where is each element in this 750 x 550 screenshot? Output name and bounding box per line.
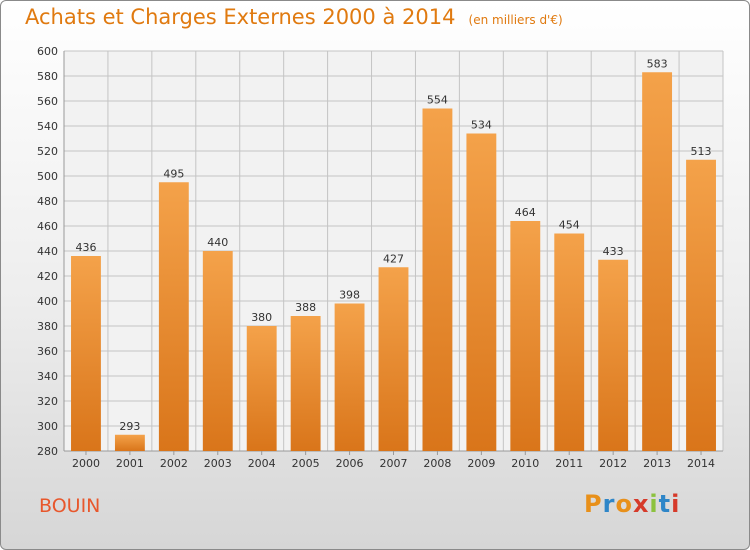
- bar-2002: [158, 182, 189, 451]
- bar-2014: [686, 159, 716, 451]
- y-tick-label: 300: [37, 420, 58, 433]
- y-tick-label: 520: [37, 145, 58, 158]
- data-label-2014: 513: [691, 145, 712, 158]
- x-tick-label: 2013: [643, 457, 671, 470]
- y-tick-label: 580: [37, 70, 58, 83]
- y-tick-label: 400: [37, 295, 58, 308]
- chart-title: Achats et Charges Externes 2000 à 2014: [25, 5, 456, 29]
- data-label-2008: 554: [427, 94, 448, 107]
- bar-2011: [554, 233, 585, 451]
- bar-2006: [334, 303, 365, 451]
- bar-2000: [71, 256, 101, 451]
- x-tick-label: 2003: [204, 457, 232, 470]
- x-tick-label: 2007: [380, 457, 408, 470]
- logo-letter: i: [649, 490, 659, 518]
- data-label-2012: 433: [603, 245, 624, 258]
- x-tick-label: 2005: [292, 457, 320, 470]
- data-label-2003: 440: [207, 236, 228, 249]
- logo-letter: i: [671, 490, 681, 518]
- y-tick-label: 560: [37, 95, 58, 108]
- data-label-2002: 495: [163, 167, 184, 180]
- data-label-2005: 388: [295, 301, 316, 314]
- chart-subtitle: (en milliers d'€): [468, 13, 563, 27]
- x-tick-label: 2006: [336, 457, 364, 470]
- x-tick-label: 2011: [555, 457, 583, 470]
- x-tick-label: 2004: [248, 457, 276, 470]
- data-label-2009: 534: [471, 119, 492, 132]
- x-tick-label: 2012: [599, 457, 627, 470]
- commune-name: BOUIN: [39, 495, 101, 517]
- bar-layer: [71, 72, 716, 451]
- data-label-2000: 436: [75, 241, 96, 254]
- title-row: Achats et Charges Externes 2000 à 2014 (…: [25, 5, 563, 29]
- logo-letter: o: [615, 490, 633, 518]
- y-tick-label: 460: [37, 220, 58, 233]
- bar-2009: [466, 133, 497, 451]
- proxiti-logo: Proxiti: [584, 490, 680, 518]
- logo-letter: P: [584, 490, 603, 518]
- bar-2008: [422, 108, 453, 451]
- data-label-2004: 380: [251, 311, 272, 324]
- bar-2010: [510, 221, 541, 451]
- x-tick-label: 2014: [687, 457, 715, 470]
- x-tick-label: 2009: [467, 457, 495, 470]
- bar-2012: [598, 259, 629, 451]
- data-label-2006: 398: [339, 289, 360, 302]
- x-tick-label: 2000: [72, 457, 100, 470]
- y-tick-label: 320: [37, 395, 58, 408]
- y-tick-label: 600: [37, 45, 58, 58]
- y-tick-label: 440: [37, 245, 58, 258]
- y-tick-label: 380: [37, 320, 58, 333]
- x-tick-label: 2002: [160, 457, 188, 470]
- y-tick-label: 360: [37, 345, 58, 358]
- bar-2003: [202, 251, 233, 451]
- y-tick-label: 280: [37, 445, 58, 458]
- data-label-2010: 464: [515, 206, 536, 219]
- bar-2005: [290, 316, 321, 451]
- bar-2013: [642, 72, 673, 451]
- data-label-2013: 583: [647, 57, 668, 70]
- bar-2001: [114, 434, 145, 451]
- logo-letter: t: [658, 490, 672, 518]
- y-tick-label: 420: [37, 270, 58, 283]
- y-tick-label: 500: [37, 170, 58, 183]
- label-layer: 280 300 320 340 360 380 400 420 440 460 480 500 520 5…: [37, 45, 715, 470]
- y-tick-label: 480: [37, 195, 58, 208]
- bar-2007: [378, 267, 409, 451]
- data-label-2007: 427: [383, 252, 404, 265]
- x-tick-label: 2008: [423, 457, 451, 470]
- logo-letter: x: [632, 490, 650, 518]
- bar-2004: [246, 326, 277, 451]
- x-tick-label: 2001: [116, 457, 144, 470]
- data-label-2011: 454: [559, 219, 580, 232]
- data-label-2001: 293: [119, 420, 140, 433]
- logo-letter: r: [602, 490, 616, 518]
- y-tick-label: 340: [37, 370, 58, 383]
- x-tick-label: 2010: [511, 457, 539, 470]
- y-tick-label: 540: [37, 120, 58, 133]
